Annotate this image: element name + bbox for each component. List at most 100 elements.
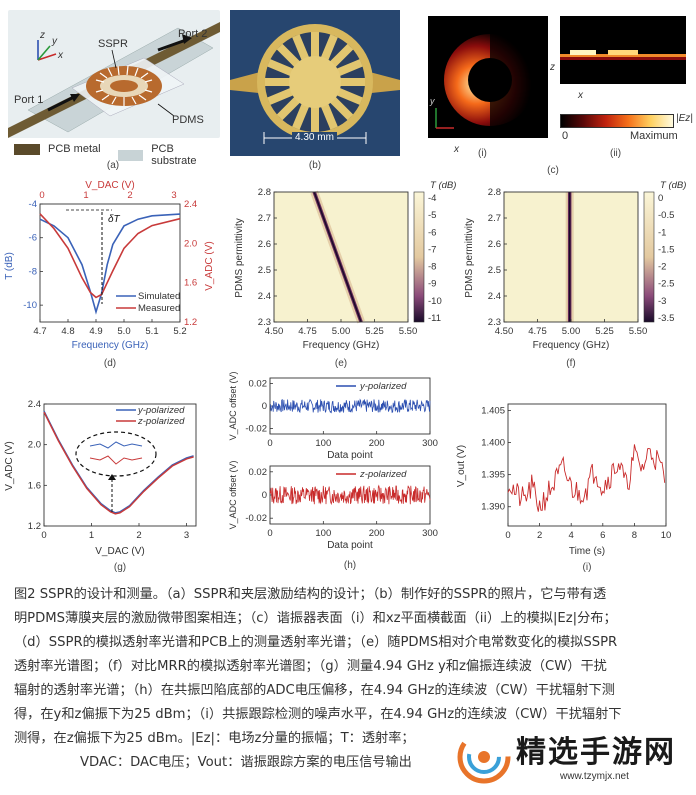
port2-label: Port 2: [178, 28, 208, 40]
colorbar: [413, 191, 425, 323]
x-axis-label: Time (s): [569, 546, 605, 557]
x-tick-label: 3: [184, 530, 189, 541]
y2-tick-label: 1.6: [184, 278, 197, 289]
x-tick-label: 8: [632, 530, 637, 541]
caption-line: 得，在y和z偏振下为25 dBm；（i）共振跟踪检测的噪声水平，在4.94 GH…: [14, 707, 622, 722]
colorbar-tick-label: -7: [428, 244, 436, 255]
x-tick-label: 300: [422, 438, 438, 449]
y2-tick-label: 1.2: [184, 317, 197, 328]
colorbar-ez: [560, 114, 674, 128]
legend-simulated-label: Simulated: [138, 291, 180, 302]
y-axis-label: V_ADC (V): [4, 441, 15, 490]
colorbar-tick-label: -3.5: [658, 313, 674, 324]
x-axis-label: Data point: [327, 540, 373, 551]
delta-label: δT: [108, 214, 121, 225]
sspr-photo-drawing: [230, 10, 400, 156]
c-ii-axis-z: z: [550, 62, 555, 73]
plot-frame: [507, 403, 667, 527]
panel-b: 4.30 mm (b): [230, 10, 400, 171]
c-sub-i: (i): [478, 148, 487, 159]
legend-y-label: y-polarized: [137, 405, 185, 416]
caption-line: 辐射的透射率光谱；（h）在共振凹陷底部的ADC电压偏移，在4.94 GHz的连续…: [14, 683, 615, 698]
panel-a-tag: (a): [106, 160, 120, 171]
y-tick-label: 2.7: [488, 213, 501, 224]
y-tick-label: -6: [29, 233, 37, 244]
x-axis-label: Data point: [327, 450, 373, 461]
colorbar-tick-label: -3: [658, 296, 666, 307]
site-watermark: 精选手游网 www.tzymjx.net: [450, 723, 690, 791]
caption-line: 测得，在z偏振下为25 dBm。|Ez|：电场z分量的振幅；T：透射率；: [14, 731, 415, 746]
x-tick-label: 5.00: [332, 326, 351, 337]
x-tick-label: 10: [661, 530, 672, 541]
panel-tag: (e): [335, 358, 347, 369]
y-tick-label: 2.3: [258, 317, 271, 328]
top-tick-label: 2: [127, 190, 132, 201]
x-tick-label: 4.7: [33, 326, 46, 337]
y2-tick-label: 2.4: [184, 199, 197, 210]
colorbar-tick-label: -11: [428, 313, 441, 324]
chart-f: 4.50 4.75 5.00 5.25 5.50 2.8 2.7 2.6 2.5 2.4 2.3 0 -…: [464, 180, 686, 369]
y-tick-label: 0: [262, 490, 267, 501]
colorbar-title: T (dB): [660, 180, 686, 191]
y-axis-label: PDMS permittivity: [464, 218, 475, 297]
inset-z-trace: [89, 455, 143, 465]
inset-pointer-head: [108, 474, 116, 480]
axis-z-label: z: [40, 30, 45, 41]
y-tick-label: 2.4: [488, 291, 501, 302]
dimension-label: 4.30 mm: [292, 132, 337, 143]
colorbar-title: T (dB): [430, 180, 456, 191]
zoom-inset-ellipse: [75, 431, 157, 477]
chart-i: 0 2 4 6 8 10 1.405 1.400 1.395 1.390 Time (s) V_out…: [456, 403, 672, 572]
x-tick-label: 5.25: [595, 326, 614, 337]
y-axis-label: PDMS permittivity: [234, 218, 245, 297]
caption-line: （d）SSPR的模拟透射率光谱和PCB上的测量透射率光谱；（e）随PDMS相对介…: [14, 635, 618, 650]
colorbar-min: 0: [562, 130, 569, 142]
x-tick-label: 2: [136, 530, 141, 541]
legend-pcb-substrate: PCB substrate: [118, 143, 220, 167]
legend-label: z-polarized: [359, 469, 407, 480]
legend-pcb-metal: PCB metal: [14, 143, 101, 155]
pcb-substrate-swatch: [118, 149, 144, 161]
colorbar-tick-label: -9: [428, 279, 436, 290]
c-sub-ii: (ii): [610, 148, 622, 159]
x-tick-label: 200: [369, 438, 385, 449]
colorbar-tick-label: -6: [428, 227, 436, 238]
y-tick-label: 1.405: [481, 405, 505, 416]
sspr-structure-illustration: [8, 22, 220, 138]
x-tick-label: 2: [537, 530, 542, 541]
legend-measured-label: Measured: [138, 303, 180, 314]
y-tick-label: 0.02: [249, 379, 268, 390]
x-tick-label: 4.75: [528, 326, 547, 337]
y-axis-label: T (dB): [4, 252, 15, 280]
y-tick-label: 0.02: [249, 467, 268, 478]
plot-frame: [39, 203, 181, 323]
y-tick-label: -4: [29, 199, 37, 210]
colorbar: [643, 191, 655, 323]
x-tick-label: 200: [369, 528, 385, 539]
y-tick-label: 1.400: [481, 438, 505, 449]
x-axis-label: V_DAC (V): [95, 546, 144, 557]
x-axis-label: Frequency (GHz): [72, 340, 149, 351]
chart-d: 4.7 4.8 4.9 5.0 5.1 5.2 -4 -6 -8 -10 2.4 2.0 1.6 1.2 0…: [4, 180, 215, 369]
series-vout-trace: [507, 444, 666, 512]
watermark-text: 精选手游网: [516, 736, 676, 769]
legend-z-label: z-polarized: [137, 416, 185, 427]
panel-tag: (i): [583, 562, 592, 572]
colorbar-tick-label: 0: [658, 193, 663, 204]
series-y-polarized-noise: [269, 398, 431, 414]
x-tick-label: 5.1: [145, 326, 158, 337]
caption-line: VDAC：DAC电压；Vout：谐振跟踪方案的电压信号输出: [80, 755, 412, 770]
y-axis-label: V_ADC offset (V): [228, 461, 238, 530]
watermark-url: www.tzymjx.net: [560, 771, 629, 782]
panel-c: y x z x |Ez| 0 Maximum (i) (ii) (c): [420, 10, 693, 180]
x-tick-label: 4: [569, 530, 574, 541]
x-tick-label: 1: [89, 530, 94, 541]
x-tick-label: 5.2: [173, 326, 186, 337]
y-tick-label: -10: [23, 300, 37, 311]
chart-e: 4.50 4.75 5.00 5.25 5.50 2.8 2.7 2.6 2.5 2.4 2.3 -4…: [234, 180, 456, 369]
colorbar-tick-label: -1.5: [658, 244, 674, 255]
pcb-metal-label: PCB metal: [48, 143, 101, 155]
y-tick-label: 0: [262, 401, 267, 412]
